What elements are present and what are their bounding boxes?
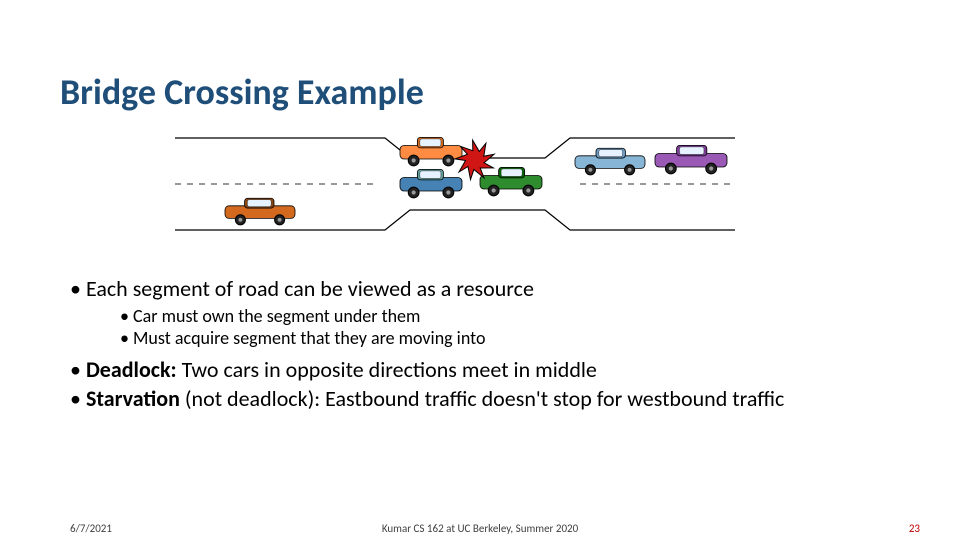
- bridge-diagram: [175, 130, 735, 250]
- bullet-2-rest: Two cars in opposite directions meet in …: [177, 356, 597, 383]
- collision-icon: [455, 140, 494, 179]
- bullet-3-rest: (not deadlock): Eastbound traffic doesn'…: [180, 385, 784, 412]
- footer-center: Kumar CS 162 at UC Berkeley, Summer 2020: [0, 522, 960, 535]
- westbound-car-1: [480, 167, 542, 196]
- westbound-car-2: [575, 148, 645, 175]
- eastbound-car-1: [225, 198, 295, 225]
- eastbound-car-3: [400, 137, 462, 166]
- westbound-car-3: [655, 145, 727, 174]
- eastbound-car-2: [400, 169, 462, 198]
- bullet-1b: Must acquire segment that they are movin…: [120, 327, 890, 350]
- bullet-1: Each segment of road can be viewed as a …: [70, 275, 890, 303]
- bullet-2: Deadlock: Two cars in opposite direction…: [70, 356, 890, 384]
- bullet-list: Each segment of road can be viewed as a …: [70, 275, 890, 415]
- bullet-3-term: Starvation: [86, 385, 180, 412]
- bullet-1a: Car must own the segment under them: [120, 305, 890, 328]
- bullet-2-term: Deadlock:: [86, 356, 177, 383]
- bullet-3: Starvation (not deadlock): Eastbound tra…: [70, 385, 890, 413]
- footer-pagenum: 23: [909, 522, 920, 535]
- slide-title: Bridge Crossing Example: [60, 70, 424, 114]
